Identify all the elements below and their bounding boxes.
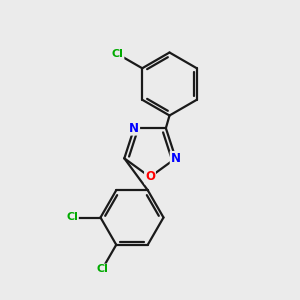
Text: Cl: Cl <box>66 212 78 223</box>
Text: O: O <box>145 170 155 184</box>
Text: Cl: Cl <box>96 265 108 275</box>
Text: N: N <box>171 152 181 165</box>
Text: N: N <box>129 122 139 135</box>
Text: Cl: Cl <box>112 49 124 59</box>
